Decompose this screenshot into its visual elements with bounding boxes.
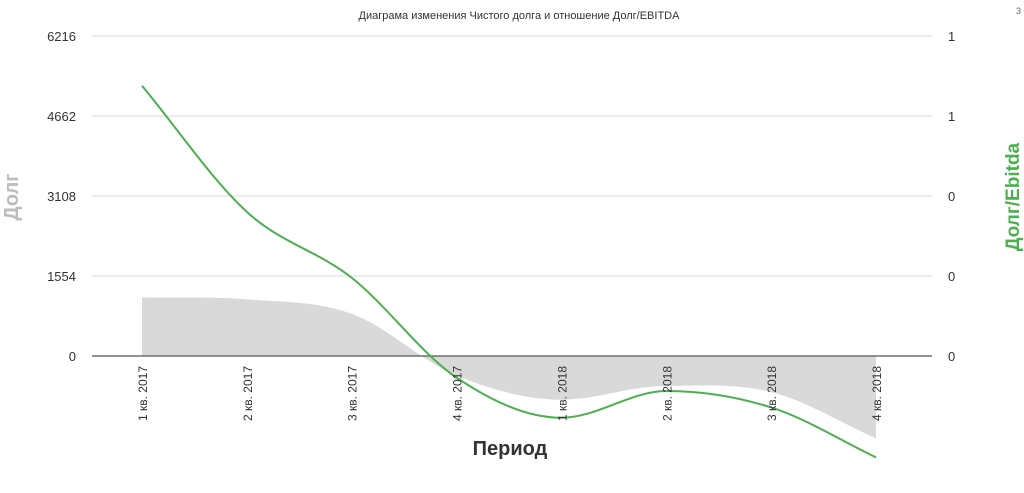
y2-tick-label: 1	[948, 29, 955, 44]
y2-tick-label: 0	[948, 189, 955, 204]
y-tick-label: 0	[69, 349, 76, 364]
corner-marker: 3	[1016, 6, 1021, 16]
x-axis-title: Период	[473, 438, 548, 460]
debt-ebitda-line	[141, 85, 877, 459]
x-tick-label: 1 кв. 2018	[555, 366, 569, 421]
x-tick-label: 4 кв. 2018	[870, 366, 884, 421]
x-axis-ticks: 1 кв. 2017 2 кв. 2017 3 кв. 2017 4 кв. 2017…	[136, 366, 884, 421]
x-tick-label: 1 кв. 2017	[136, 366, 150, 421]
left-axis-ticks: 6216 4662 3108 1554 0	[47, 29, 76, 364]
y-tick-label: 3108	[47, 189, 76, 204]
y2-tick-label: 0	[948, 349, 955, 364]
y2-tick-label: 0	[948, 269, 955, 284]
x-tick-label: 4 кв. 2017	[451, 366, 465, 421]
chart-title: Диаграма изменения Чистого долга и отнош…	[359, 10, 681, 22]
x-tick-label: 3 кв. 2017	[346, 366, 360, 421]
y-tick-label: 4662	[47, 109, 76, 124]
right-axis-title: Долг/Ebitda	[1003, 142, 1024, 251]
x-tick-label: 2 кв. 2018	[660, 366, 674, 421]
y2-tick-label: 1	[948, 109, 955, 124]
left-axis-title: Долг	[1, 173, 23, 220]
right-axis-ticks: 1 1 0 0 0	[948, 29, 955, 364]
debt-area	[142, 297, 876, 439]
gridlines	[92, 35, 932, 277]
y-tick-label: 6216	[47, 29, 76, 44]
x-tick-label: 2 кв. 2017	[241, 366, 255, 421]
y-tick-label: 1554	[47, 269, 76, 284]
x-tick-label: 3 кв. 2018	[765, 366, 779, 421]
